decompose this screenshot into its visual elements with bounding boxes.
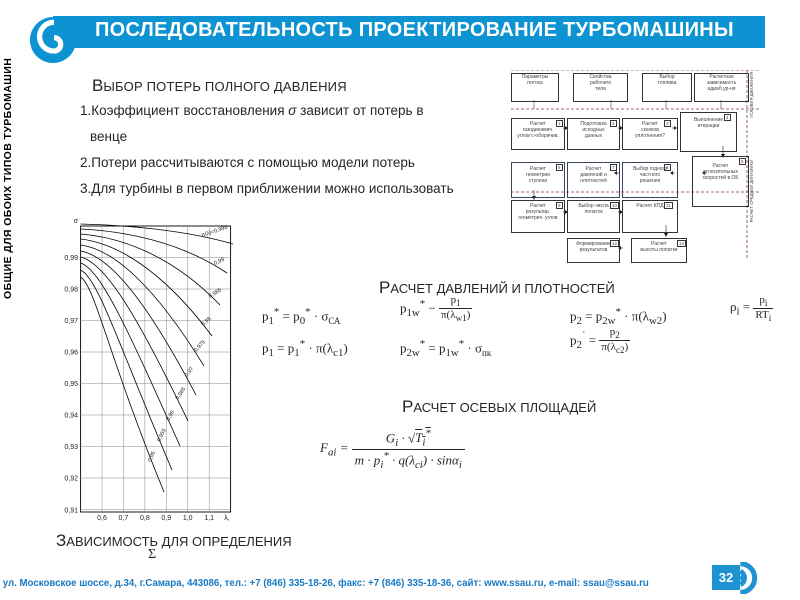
svg-text:0,97: 0,97	[184, 366, 195, 378]
svg-text:0,94: 0,94	[64, 413, 78, 420]
svg-text:0,99: 0,99	[213, 257, 225, 267]
svg-text:0,7: 0,7	[119, 515, 129, 522]
svg-text:0,95: 0,95	[147, 451, 157, 463]
svg-text:0,975: 0,975	[193, 339, 207, 353]
svg-text:σ: σ	[74, 218, 79, 225]
svg-text:0,9: 0,9	[161, 515, 171, 522]
svg-text:0,97: 0,97	[64, 318, 78, 325]
svg-text:0,6: 0,6	[97, 515, 107, 522]
svg-text:0,93: 0,93	[64, 444, 78, 451]
svg-text:π(λ)=0,995: π(λ)=0,995	[201, 225, 229, 239]
svg-text:λ,: λ,	[224, 515, 230, 522]
svg-text:0,99: 0,99	[64, 255, 78, 262]
svg-text:0,96: 0,96	[64, 350, 78, 357]
svg-text:0,98: 0,98	[200, 316, 212, 327]
svg-text:0,8: 0,8	[140, 515, 150, 522]
svg-text:1,1: 1,1	[204, 515, 214, 522]
svg-text:0,98: 0,98	[64, 287, 78, 294]
svg-text:0,91: 0,91	[64, 508, 78, 515]
svg-text:0,92: 0,92	[64, 476, 78, 483]
svg-text:0,95: 0,95	[64, 381, 78, 388]
svg-text:1,0: 1,0	[183, 515, 193, 522]
svg-text:0,96: 0,96	[166, 410, 177, 422]
svg-text:0,965: 0,965	[175, 386, 188, 401]
